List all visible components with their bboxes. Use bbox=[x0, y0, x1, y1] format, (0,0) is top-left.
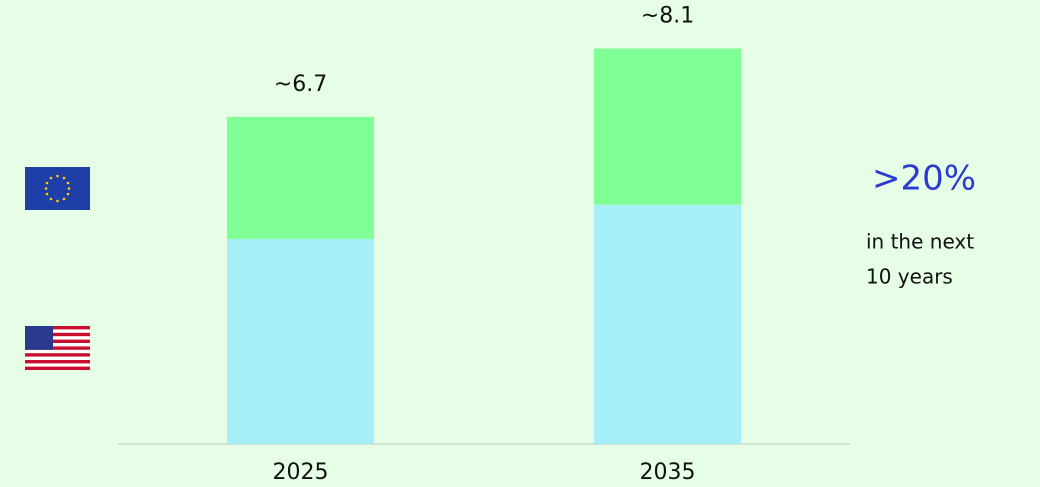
us-flag bbox=[25, 326, 90, 370]
callout-headline: >20% bbox=[872, 159, 976, 199]
bar-segment bbox=[594, 204, 741, 444]
total-label: ~8.1 bbox=[641, 4, 694, 29]
x-tick-label: 2035 bbox=[640, 460, 696, 485]
bar-segment bbox=[227, 238, 374, 444]
total-label: ~6.7 bbox=[274, 72, 327, 97]
bar-segment bbox=[227, 116, 374, 239]
callout-line: 10 years bbox=[866, 265, 953, 289]
callout-line: in the next bbox=[866, 230, 974, 254]
bar-segment bbox=[594, 48, 741, 205]
x-tick-label: 2025 bbox=[273, 460, 329, 485]
eu-flag bbox=[25, 167, 90, 210]
